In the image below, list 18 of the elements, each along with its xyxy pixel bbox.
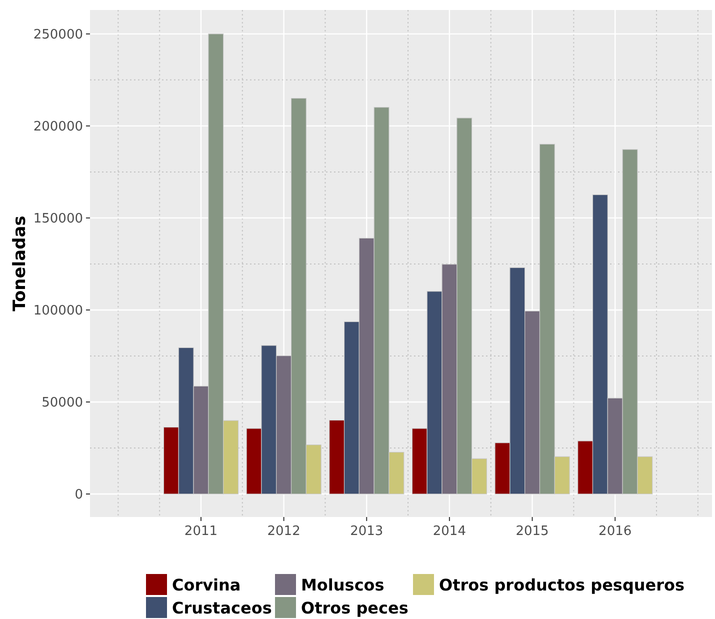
- y-tick-label: 50000: [42, 396, 83, 411]
- y-axis-title: Toneladas: [10, 216, 30, 312]
- y-tick-label: 250000: [33, 27, 83, 42]
- legend-label: Otros productos pesqueros: [439, 576, 685, 595]
- y-tick-label: 150000: [33, 212, 83, 227]
- x-tick-label: 2016: [598, 524, 632, 539]
- x-tick-label: 2013: [350, 524, 384, 539]
- x-tick-label: 2014: [432, 524, 466, 539]
- legend-label: Moluscos: [301, 576, 384, 595]
- x-tick-label: 2012: [267, 524, 300, 539]
- x-tick-label: 2015: [516, 524, 549, 539]
- legend-label: Corvina: [172, 576, 241, 595]
- y-tick-label: 200000: [33, 119, 83, 134]
- y-tick-label: 0: [74, 488, 83, 503]
- x-tick-label: 2011: [184, 524, 218, 539]
- y-tick-label: 100000: [33, 304, 83, 319]
- legend-label: Otros peces: [301, 598, 408, 618]
- legend-label: Crustaceos: [172, 598, 272, 618]
